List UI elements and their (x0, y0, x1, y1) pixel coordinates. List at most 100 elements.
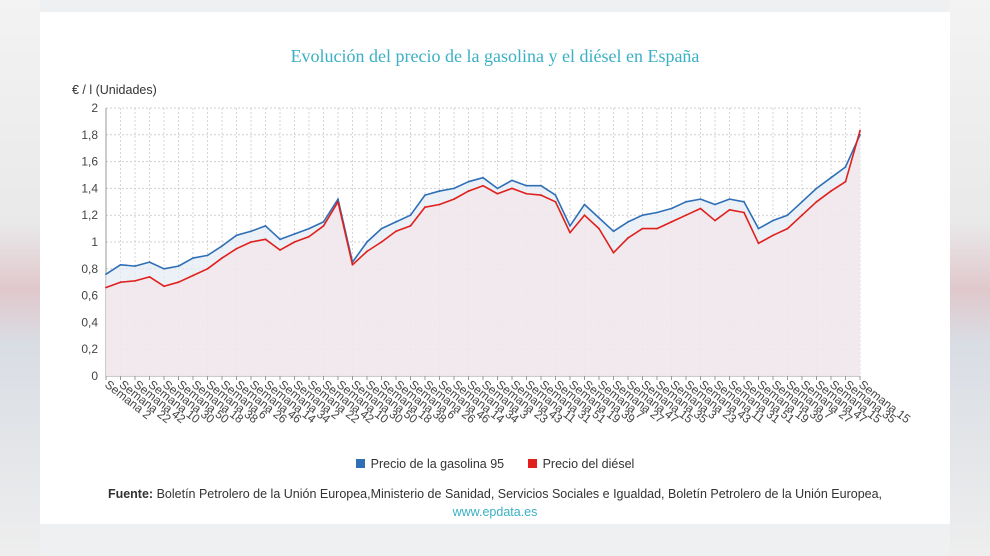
y-tick-label: 2 (91, 101, 98, 115)
data-point-gasolina (612, 230, 615, 233)
data-point-gasolina (815, 187, 818, 190)
data-point-diesel (743, 211, 745, 214)
data-point-gasolina (163, 267, 165, 270)
data-point-gasolina (772, 219, 774, 222)
chart-card: Evolución del precio de la gasolina y el… (40, 12, 950, 524)
data-point-diesel (351, 263, 354, 266)
legend-swatch-diesel (527, 459, 537, 468)
data-point-gasolina (830, 176, 832, 179)
data-point-diesel (525, 192, 528, 195)
data-point-diesel (366, 250, 368, 253)
data-point-gasolina (496, 187, 499, 190)
data-point-gasolina (525, 184, 528, 187)
data-point-gasolina (308, 227, 310, 230)
data-point-diesel (235, 247, 238, 250)
data-point-diesel (206, 267, 209, 270)
data-point-diesel (134, 279, 136, 282)
data-point-diesel (699, 207, 702, 210)
data-point-diesel (105, 286, 107, 289)
data-point-gasolina (264, 225, 267, 227)
data-point-gasolina (627, 221, 629, 223)
y-tick-label: 0,8 (81, 262, 98, 276)
y-tick-label: 1,6 (81, 155, 98, 169)
data-point-diesel (554, 200, 557, 203)
data-point-diesel (395, 230, 397, 233)
data-point-gasolina (250, 230, 252, 233)
data-point-diesel (685, 214, 687, 217)
data-point-gasolina (786, 214, 789, 217)
y-tick-label: 1,2 (81, 208, 98, 222)
data-point-gasolina (670, 207, 673, 210)
data-point-gasolina (844, 166, 847, 168)
data-point-gasolina (699, 198, 702, 201)
data-point-diesel (250, 241, 252, 243)
data-point-diesel (569, 231, 571, 234)
data-point-diesel (322, 225, 325, 227)
data-point-diesel (728, 208, 731, 211)
data-point-gasolina (380, 227, 383, 230)
data-point-gasolina (540, 184, 542, 187)
source-label: Fuente: (107, 487, 154, 501)
data-point-gasolina (395, 221, 397, 223)
data-point-diesel (511, 187, 513, 190)
legend-label-gasolina: Precio de la gasolina 95 (370, 457, 505, 471)
y-tick-label: 0,4 (81, 315, 98, 329)
data-point-diesel (772, 234, 774, 237)
data-point-gasolina (322, 221, 325, 223)
chart-legend: Precio de la gasolina 95 Precio del diés… (40, 457, 950, 471)
data-point-gasolina (757, 227, 760, 230)
data-point-gasolina (482, 176, 484, 179)
background-right-blur (950, 0, 990, 556)
data-point-gasolina (293, 233, 296, 235)
data-point-diesel (598, 227, 600, 230)
data-point-gasolina (279, 238, 281, 241)
data-point-diesel (670, 221, 673, 223)
data-point-diesel (119, 281, 122, 284)
y-axis-label: € / l (Unidades) (72, 83, 157, 97)
data-point-gasolina (192, 257, 194, 259)
data-point-gasolina (598, 216, 600, 219)
data-point-diesel (641, 227, 644, 230)
data-point-diesel (815, 200, 818, 203)
chart-title: Evolución del precio de la gasolina y el… (290, 46, 700, 66)
data-point-diesel (409, 225, 412, 227)
data-point-gasolina (641, 214, 644, 217)
data-point-gasolina (235, 234, 238, 237)
data-point-diesel (714, 219, 716, 222)
data-point-diesel (221, 257, 223, 259)
source-note: Fuente: Boletín Petrolero de la Unión Eu… (40, 485, 950, 521)
data-point-diesel (380, 241, 383, 243)
data-point-gasolina (221, 245, 223, 247)
background-left-blur (0, 0, 40, 556)
y-tick-label: 1,4 (81, 181, 98, 195)
source-link[interactable]: www.epdata.es (452, 505, 538, 519)
data-point-diesel (148, 275, 151, 278)
data-point-diesel (308, 235, 310, 238)
data-point-diesel (424, 206, 426, 209)
y-tick-label: 1,8 (81, 128, 98, 142)
data-point-gasolina (554, 194, 557, 197)
legend-label-diesel: Precio del diésel (542, 457, 635, 471)
data-point-diesel (163, 285, 165, 288)
series-area-diesel (106, 130, 860, 376)
data-point-diesel (757, 242, 760, 245)
data-point-gasolina (148, 261, 151, 263)
legend-swatch-gasolina (355, 459, 365, 468)
data-point-gasolina (743, 200, 745, 203)
data-point-diesel (627, 237, 629, 239)
data-point-diesel (438, 203, 441, 206)
data-point-gasolina (424, 194, 426, 197)
data-point-gasolina (569, 225, 571, 227)
data-point-gasolina (685, 200, 687, 203)
data-point-diesel (192, 274, 194, 277)
data-point-diesel (656, 227, 658, 230)
legend-item-gasolina: Precio de la gasolina 95 (355, 457, 505, 471)
data-point-gasolina (438, 190, 441, 192)
data-point-diesel (859, 129, 861, 132)
data-point-diesel (786, 227, 789, 230)
data-point-diesel (482, 184, 484, 187)
data-point-gasolina (728, 198, 731, 201)
data-point-diesel (612, 251, 615, 254)
source-text: Boletín Petrolero de la Unión Europea,Mi… (156, 487, 883, 501)
data-point-gasolina (656, 211, 658, 214)
